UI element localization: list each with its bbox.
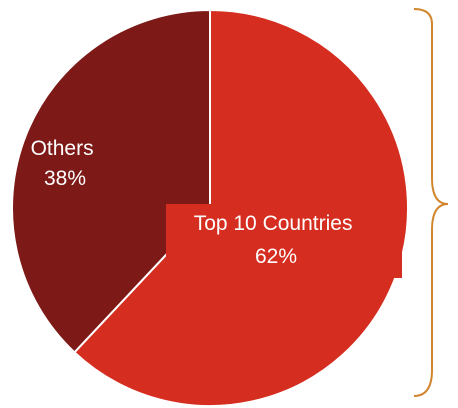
slice-label-background-top-10-countries — [166, 204, 402, 278]
slice-label-others: Others 38% — [31, 137, 100, 190]
slice-label-others-value: 38% — [44, 167, 86, 190]
slice-label-top-10-countries-name: Top 10 Countries — [194, 212, 353, 235]
pie-slice-others — [11, 8, 211, 354]
slice-label-others-name: Others — [31, 137, 94, 160]
slice-label-top-10-countries: Top 10 Countries 62% — [194, 212, 359, 268]
brace-annotation — [413, 8, 449, 397]
slice-label-top-10-countries-value: 62% — [255, 245, 297, 268]
